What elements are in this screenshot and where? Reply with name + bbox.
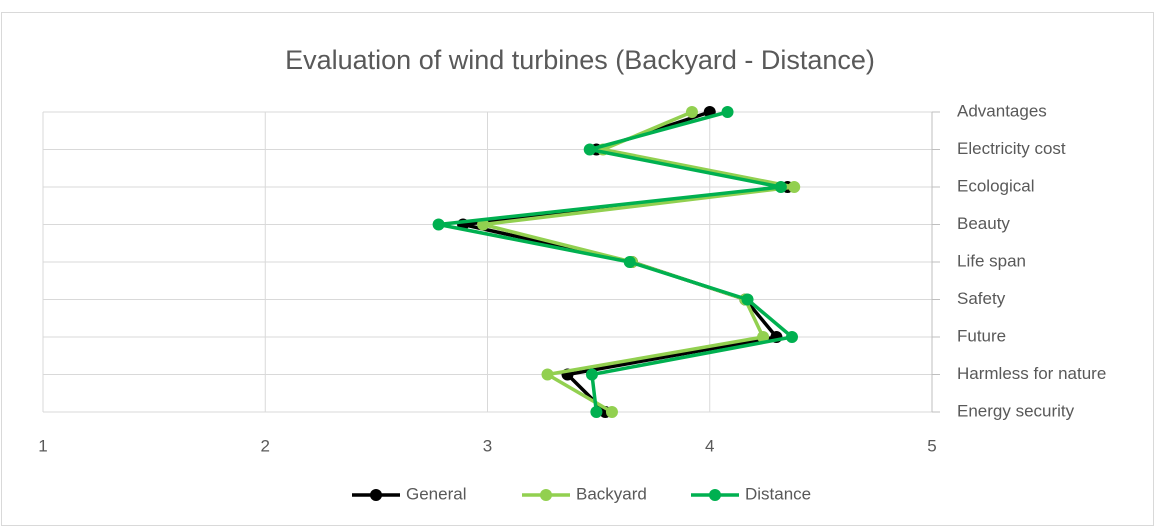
data-point bbox=[623, 256, 636, 268]
x-tick-label: 1 bbox=[38, 436, 47, 455]
x-tick-label: 2 bbox=[261, 436, 270, 455]
data-point bbox=[583, 143, 596, 156]
data-point bbox=[774, 181, 787, 193]
data-point bbox=[585, 368, 598, 381]
legend-marker bbox=[540, 489, 552, 501]
legend-label: Distance bbox=[745, 484, 811, 503]
category-label: Life span bbox=[957, 251, 1026, 270]
legend-marker bbox=[370, 489, 382, 501]
category-label: Advantages bbox=[957, 101, 1047, 120]
category-label: Ecological bbox=[957, 176, 1035, 195]
data-point bbox=[721, 106, 734, 118]
legend-label: Backyard bbox=[576, 484, 647, 503]
category-label: Harmless for nature bbox=[957, 364, 1106, 383]
data-point bbox=[590, 406, 603, 418]
data-point bbox=[605, 406, 618, 418]
data-point bbox=[541, 368, 554, 381]
data-point bbox=[785, 331, 798, 343]
x-tick-label: 4 bbox=[705, 436, 714, 455]
data-point bbox=[685, 106, 698, 118]
category-label: Safety bbox=[957, 289, 1006, 308]
legend-label: General bbox=[406, 484, 466, 503]
data-point bbox=[788, 181, 801, 193]
chart-title: Evaluation of wind turbines (Backyard - … bbox=[285, 45, 875, 75]
category-label: Beauty bbox=[957, 214, 1010, 233]
data-point bbox=[432, 218, 445, 231]
data-point bbox=[741, 293, 754, 306]
chart-frame bbox=[1, 12, 1154, 526]
category-label: Energy security bbox=[957, 401, 1075, 420]
x-tick-label: 3 bbox=[483, 436, 492, 455]
data-point bbox=[757, 331, 770, 343]
x-tick-label: 5 bbox=[927, 436, 936, 455]
legend-marker bbox=[709, 489, 721, 501]
category-label: Future bbox=[957, 326, 1006, 345]
category-label: Electricity cost bbox=[957, 139, 1066, 158]
